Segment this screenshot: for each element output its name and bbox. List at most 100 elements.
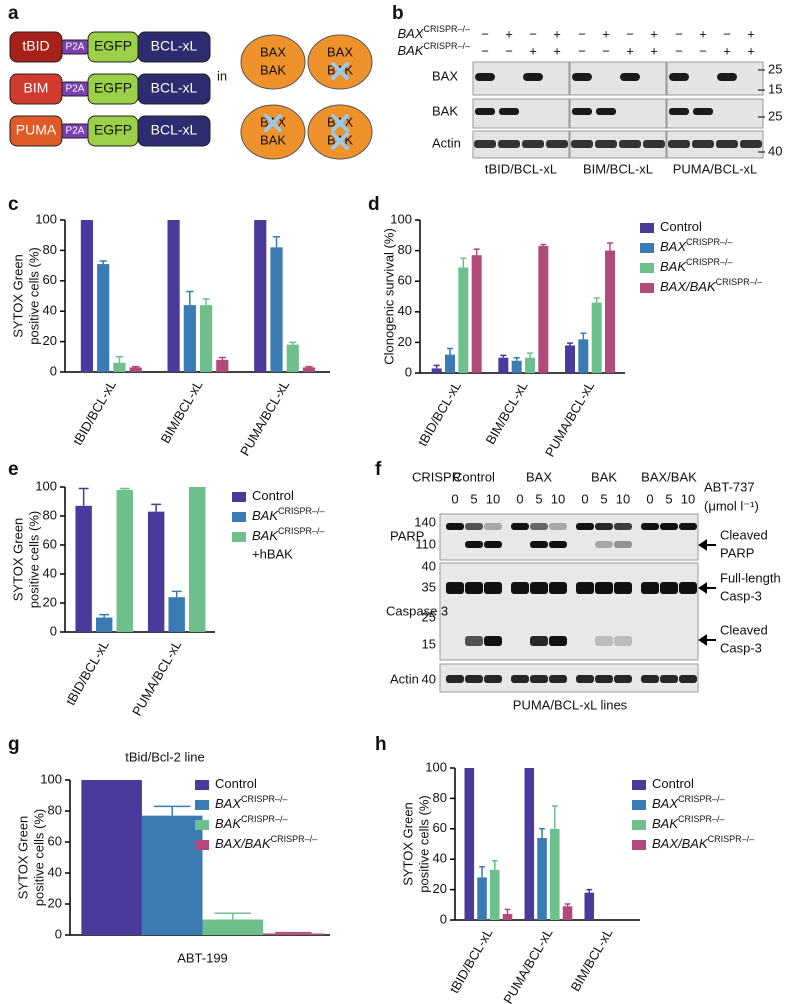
bar: [578, 339, 589, 373]
bar: [565, 345, 575, 373]
y-axis-label: positive cells (%): [416, 795, 431, 893]
mw-marker: 15: [422, 636, 436, 651]
mw-marker: 25: [768, 61, 782, 76]
genotype-label: BAXCRISPR–/–: [397, 24, 470, 41]
construct-label: PUMA: [16, 122, 57, 138]
legend-name: Control: [652, 776, 694, 791]
band: [511, 523, 529, 530]
x-tick-label: tBID/BCL-xL: [63, 638, 112, 708]
band: [614, 582, 632, 594]
mw-marker: 25: [422, 609, 436, 624]
f-group-label: BAK: [591, 469, 617, 484]
x-tick-label: PUMA/BCL-xL: [237, 378, 292, 459]
bar: [116, 489, 133, 632]
error-bar: [275, 931, 312, 934]
bar: [477, 877, 487, 920]
band: [465, 541, 483, 548]
band: [693, 108, 713, 115]
mw-marker: 15: [768, 81, 782, 96]
legend-sup: CRISPR–/–: [678, 814, 725, 824]
genotype-sign: +: [699, 26, 707, 41]
band: [641, 523, 659, 530]
band: [465, 582, 483, 594]
band: [484, 582, 502, 594]
error-bar: [527, 352, 533, 358]
band: [641, 582, 659, 594]
legend-swatch: [195, 820, 209, 830]
band: [595, 541, 613, 548]
cell-label: BAK: [260, 62, 286, 77]
error-bar: [151, 503, 162, 512]
y-tick-label: 100: [35, 211, 57, 226]
error-bar: [513, 356, 520, 361]
x-tick-label: ABT-199: [177, 950, 228, 965]
y-tick-label: 100: [40, 771, 62, 786]
bar: [80, 220, 94, 372]
band: [595, 582, 613, 594]
construct-box: [137, 115, 211, 147]
genotype-sign: −: [675, 43, 683, 58]
arrow-label: Casp-3: [720, 588, 762, 603]
arrow-label: Casp-3: [720, 640, 762, 655]
legend-name: BAX/BAK: [652, 836, 709, 851]
blot-row-label: Actin: [432, 135, 461, 150]
band: [446, 675, 464, 683]
construct-label: BCL-xL: [151, 80, 198, 96]
genotype-sign: +: [650, 26, 658, 41]
arrow: [698, 539, 716, 551]
legend-swatch: [640, 243, 654, 253]
panel-label: g: [8, 734, 20, 755]
band: [499, 108, 519, 115]
cell: [307, 34, 373, 90]
y-tick-label: 0: [50, 623, 57, 638]
construct-label: tBID: [22, 38, 49, 54]
band: [498, 140, 520, 148]
error-bar: [447, 347, 453, 355]
blot-row-label: PARP: [390, 528, 424, 543]
y-tick-label: 40: [398, 303, 412, 318]
genotype-sign: +: [553, 26, 561, 41]
legend-label: BAKCRISPR–/–: [660, 257, 733, 274]
band: [660, 523, 678, 530]
band: [595, 636, 613, 646]
knockout-cross: [264, 114, 282, 132]
y-tick-label: 100: [390, 211, 412, 226]
construct-label: EGFP: [94, 80, 132, 96]
arrow-label: Cleaved: [720, 527, 768, 542]
legend-sup: CRISPR–/–: [241, 814, 288, 824]
y-tick-label: 20: [433, 881, 447, 896]
genotype-sign: +: [505, 26, 513, 41]
blot-row-label: Caspase 3: [386, 603, 448, 618]
genotype-sign: −: [481, 26, 489, 41]
mw-marker: 40: [768, 143, 782, 158]
y-tick-label: 0: [55, 926, 62, 941]
legend-swatch: [632, 820, 646, 830]
error-bar: [186, 290, 194, 306]
legend-swatch: [632, 840, 646, 850]
construct-label: BIM: [24, 80, 49, 96]
error-bar: [78, 487, 89, 506]
cell: [240, 104, 306, 160]
y-tick-label: 80: [43, 242, 57, 257]
legend-name: BAK: [215, 816, 242, 831]
error-bar: [202, 298, 210, 306]
bar: [498, 357, 509, 373]
legend-swatch: [232, 492, 246, 502]
legend-sup: CRISPR–/–: [708, 834, 755, 844]
genotype-sign: −: [481, 43, 489, 58]
band: [660, 582, 678, 594]
y-axis-label: Clonogenic survival (%): [381, 228, 396, 365]
bar: [511, 360, 522, 373]
legend-sup: CRISPR–/–: [271, 834, 318, 844]
y-axis-label: SYTOX Green: [10, 254, 25, 338]
knockout-cross: [331, 62, 349, 80]
construct-label: EGFP: [94, 38, 132, 54]
mw-marker: 35: [422, 579, 436, 594]
band: [679, 582, 697, 594]
panel-label: c: [8, 194, 19, 215]
y-tick-label: 20: [43, 333, 57, 348]
legend-swatch: [195, 780, 209, 790]
y-tick-label: 60: [48, 833, 62, 848]
band: [619, 140, 641, 148]
legend-sup: CRISPR–/–: [241, 794, 288, 804]
